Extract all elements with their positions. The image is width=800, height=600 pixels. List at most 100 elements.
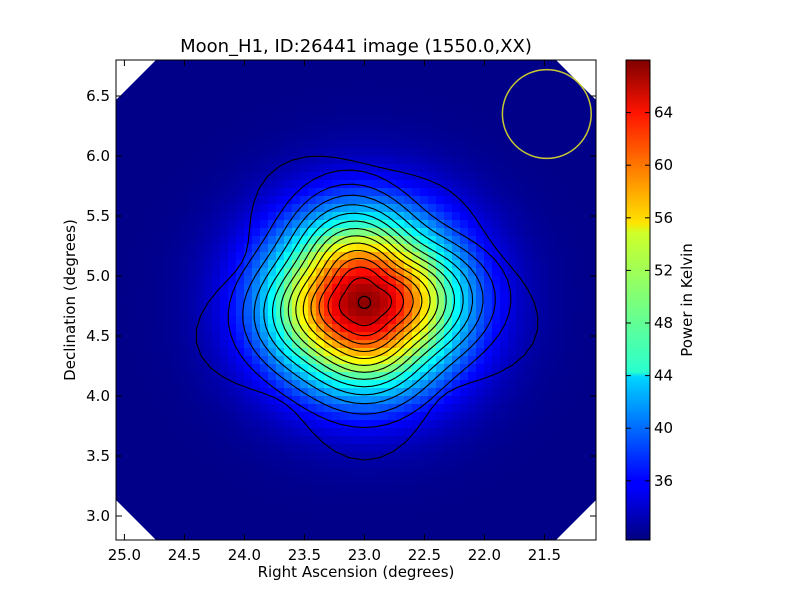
heatmap-cell bbox=[132, 204, 141, 213]
heatmap-cell bbox=[532, 364, 541, 373]
heatmap-cell bbox=[172, 356, 181, 365]
heatmap-cell bbox=[532, 116, 541, 125]
heatmap-cell bbox=[556, 244, 565, 253]
heatmap-cell bbox=[380, 132, 389, 141]
heatmap-cell bbox=[460, 92, 469, 101]
heatmap-cell bbox=[324, 220, 333, 229]
heatmap-cell bbox=[476, 260, 485, 269]
heatmap-cell bbox=[460, 116, 469, 125]
heatmap-cell bbox=[556, 284, 565, 293]
heatmap-cell bbox=[180, 332, 189, 341]
heatmap-cell bbox=[188, 292, 197, 301]
heatmap-cell bbox=[116, 172, 125, 181]
heatmap-cell bbox=[116, 500, 125, 509]
heatmap-cell bbox=[476, 188, 485, 197]
heatmap-cell bbox=[492, 60, 501, 69]
heatmap-cell bbox=[396, 492, 405, 501]
heatmap-cell bbox=[564, 500, 573, 509]
heatmap-cell bbox=[468, 180, 477, 189]
heatmap-cell bbox=[252, 172, 261, 181]
heatmap-cell bbox=[532, 220, 541, 229]
heatmap-cell bbox=[308, 60, 317, 69]
heatmap-cell bbox=[588, 436, 596, 445]
heatmap-cell bbox=[332, 412, 341, 421]
heatmap-cell bbox=[580, 492, 589, 501]
contour-line bbox=[253, 194, 484, 405]
heatmap-cell bbox=[364, 436, 373, 445]
heatmap-cell bbox=[252, 92, 261, 101]
heatmap-cell bbox=[412, 444, 421, 453]
heatmap-cell bbox=[300, 220, 309, 229]
heatmap-cell bbox=[460, 196, 469, 205]
heatmap-cell bbox=[156, 460, 165, 469]
heatmap-cell bbox=[452, 84, 461, 93]
heatmap-cell bbox=[396, 364, 405, 373]
heatmap-cell bbox=[124, 148, 133, 157]
heatmap-cell bbox=[548, 468, 557, 477]
heatmap-cell bbox=[180, 380, 189, 389]
heatmap-cell bbox=[188, 500, 197, 509]
heatmap-cell bbox=[148, 388, 157, 397]
heatmap-cell bbox=[460, 484, 469, 493]
y-tick-label: 6.5 bbox=[86, 87, 110, 105]
heatmap-cell bbox=[348, 132, 357, 141]
heatmap-cell bbox=[508, 292, 517, 301]
heatmap-cell bbox=[508, 116, 517, 125]
heatmap-cell bbox=[140, 140, 149, 149]
heatmap-cell bbox=[564, 84, 573, 93]
heatmap-cell bbox=[436, 332, 445, 341]
heatmap-cell bbox=[284, 124, 293, 133]
heatmap-cell bbox=[444, 308, 453, 317]
heatmap-cell bbox=[476, 524, 485, 533]
heatmap-cell bbox=[172, 532, 181, 540]
heatmap-cell bbox=[300, 484, 309, 493]
heatmap-cell bbox=[308, 68, 317, 77]
heatmap-cell bbox=[132, 100, 141, 109]
heatmap-cell bbox=[340, 372, 349, 381]
heatmap-cell bbox=[268, 516, 277, 525]
heatmap-cell bbox=[332, 188, 341, 197]
heatmap-cell bbox=[116, 204, 125, 213]
heatmap-cell bbox=[252, 444, 261, 453]
heatmap-cell bbox=[532, 132, 541, 141]
heatmap-cell bbox=[564, 428, 573, 437]
heatmap-cell bbox=[212, 308, 221, 317]
heatmap-cell bbox=[372, 140, 381, 149]
heatmap-cell bbox=[324, 116, 333, 125]
heatmap-cell bbox=[404, 244, 413, 253]
heatmap-cell bbox=[196, 324, 205, 333]
heatmap-cell bbox=[292, 532, 301, 540]
heatmap-cell bbox=[492, 396, 501, 405]
heatmap-cell bbox=[364, 132, 373, 141]
heatmap-cell bbox=[556, 60, 565, 69]
heatmap-cell bbox=[196, 140, 205, 149]
heatmap-cell bbox=[188, 412, 197, 421]
heatmap-cell bbox=[124, 404, 133, 413]
heatmap-cell bbox=[252, 220, 261, 229]
heatmap-cell bbox=[364, 92, 373, 101]
heatmap-cell bbox=[372, 228, 381, 237]
heatmap-cell bbox=[524, 116, 533, 125]
heatmap-cell bbox=[252, 164, 261, 173]
heatmap-cell bbox=[204, 124, 213, 133]
heatmap-cell bbox=[188, 84, 197, 93]
heatmap-cell bbox=[196, 340, 205, 349]
heatmap-cell bbox=[460, 300, 469, 309]
heatmap-cell bbox=[380, 84, 389, 93]
heatmap-cell bbox=[548, 204, 557, 213]
heatmap-cell bbox=[588, 404, 596, 413]
heatmap-cell bbox=[428, 196, 437, 205]
heatmap-cell bbox=[492, 436, 501, 445]
heatmap-cell bbox=[244, 460, 253, 469]
heatmap-cell bbox=[524, 484, 533, 493]
heatmap-cell bbox=[412, 356, 421, 365]
heatmap-cell bbox=[316, 356, 325, 365]
heatmap-cell bbox=[436, 484, 445, 493]
heatmap-cell bbox=[540, 412, 549, 421]
heatmap-cell bbox=[572, 172, 581, 181]
heatmap-cell bbox=[236, 492, 245, 501]
heatmap-cell bbox=[428, 116, 437, 125]
heatmap-cell bbox=[412, 332, 421, 341]
heatmap-cell bbox=[508, 348, 517, 357]
heatmap-cell bbox=[212, 172, 221, 181]
